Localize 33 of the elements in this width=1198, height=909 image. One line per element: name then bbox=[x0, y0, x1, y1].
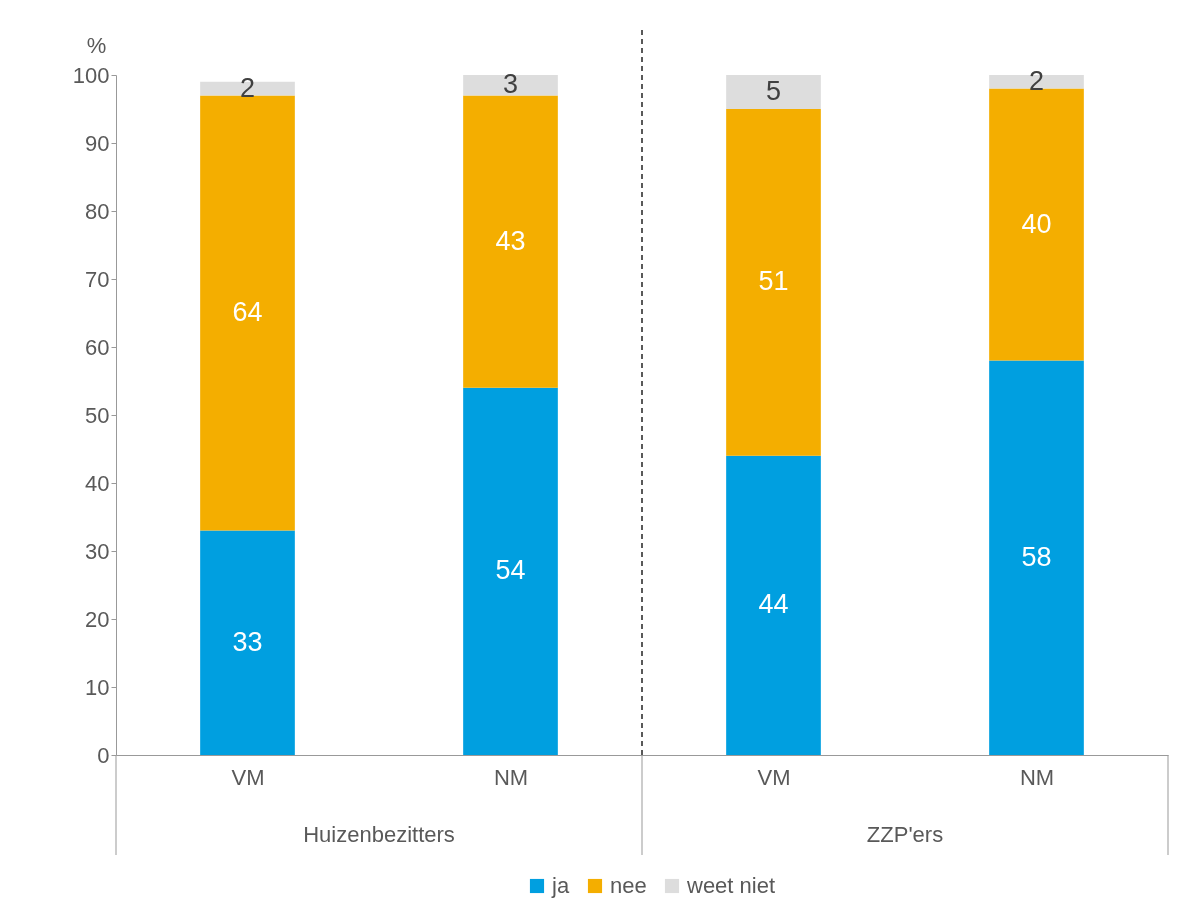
x-tick-label: NM bbox=[493, 764, 529, 790]
text: Huizenbezitters bbox=[303, 822, 455, 847]
data-label: 43 bbox=[495, 225, 526, 256]
data-label: 54 bbox=[495, 555, 526, 586]
data-label: 40 bbox=[1021, 208, 1052, 239]
data-label: 44 bbox=[758, 589, 789, 620]
data-label: 51 bbox=[758, 266, 789, 297]
x-tick-label: VM bbox=[757, 764, 791, 790]
data-label: 58 bbox=[1021, 541, 1052, 572]
y-tick-label: 30 bbox=[85, 538, 110, 564]
y-axis-title: % bbox=[86, 32, 107, 58]
x-tick-label: NM bbox=[1019, 764, 1055, 790]
y-tick-label: 60 bbox=[85, 334, 110, 360]
y-tick-label: 10 bbox=[85, 674, 110, 700]
data-label: 5 bbox=[765, 76, 782, 106]
data-label: 2 bbox=[239, 72, 256, 103]
legend-label: nee bbox=[610, 873, 647, 898]
y-tick-label: 70 bbox=[85, 266, 110, 292]
y-tick-label: 50 bbox=[85, 402, 110, 428]
data-label: 64 bbox=[232, 297, 263, 327]
y-tick-label: 0 bbox=[97, 742, 110, 768]
y-tick-label: 20 bbox=[85, 606, 110, 632]
y-tick-label: 40 bbox=[85, 470, 110, 496]
y-tick-label: 90 bbox=[85, 130, 110, 156]
x-tick-label: VM bbox=[231, 764, 265, 790]
text: ZZP'ers bbox=[866, 822, 944, 847]
y-tick-label: 100 bbox=[72, 62, 110, 88]
data-label: 33 bbox=[232, 626, 263, 657]
y-tick-label: 80 bbox=[85, 198, 110, 224]
data-label: 3 bbox=[502, 69, 519, 100]
legend-label: weet niet bbox=[686, 873, 776, 898]
legend-label: ja bbox=[551, 873, 570, 898]
data-label: 2 bbox=[1028, 65, 1045, 96]
